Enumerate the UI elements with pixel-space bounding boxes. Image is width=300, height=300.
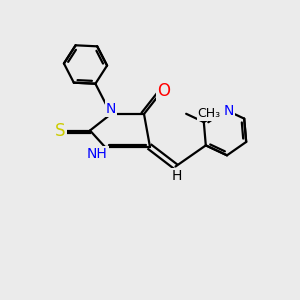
Text: O: O — [158, 82, 171, 100]
Text: H: H — [172, 169, 182, 183]
Text: S: S — [55, 122, 65, 140]
Text: NH: NH — [87, 148, 108, 161]
Text: CH₃: CH₃ — [198, 107, 221, 120]
Text: N: N — [106, 102, 116, 116]
Text: N: N — [223, 104, 234, 118]
